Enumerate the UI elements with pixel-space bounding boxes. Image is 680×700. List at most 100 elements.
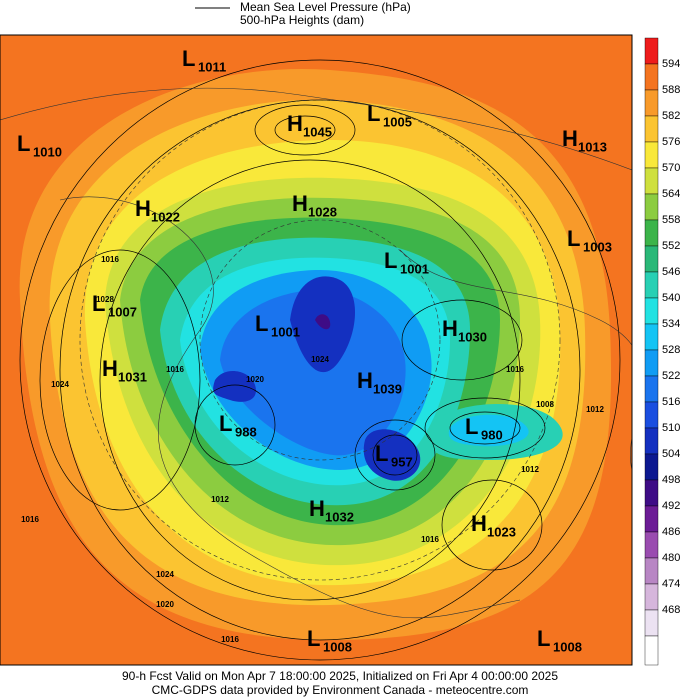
colorbar-swatch [644,583,659,611]
colorbar-tick-label: 576 [662,136,680,148]
center-value: 1001 [400,261,429,276]
colorbar-tick-label: 480 [662,552,680,564]
contour-label: 1012 [521,465,539,474]
colorbar-swatch [644,89,659,117]
center-value: 1031 [118,369,147,384]
colorbar-swatch [644,427,659,455]
center-letter: L [182,46,195,71]
center-letter: L [219,411,232,436]
colorbar-tick-label: 594 [662,58,680,70]
contour-label: 1012 [586,405,604,414]
contour-label: 1024 [156,570,174,579]
center-value: 1001 [271,324,300,339]
colorbar-tick-label: 528 [662,344,680,356]
center-letter: H [471,511,487,536]
contour-label: 1012 [211,495,229,504]
center-letter: H [442,316,458,341]
center-letter: H [309,496,325,521]
center-letter: L [255,311,268,336]
colorbar-swatch [644,167,659,195]
height-region [315,314,331,330]
contour-label: 1020 [156,600,174,609]
center-letter: H [102,356,118,381]
colorbar-swatch [644,479,659,507]
colorbar-swatch [644,63,659,91]
contour-label: 1016 [421,535,439,544]
colorbar-tick-label: 540 [662,292,680,304]
contour-label: 1024 [311,355,329,364]
colorbar-tick-label: 516 [662,396,680,408]
contour-labels: 1016 1024 1028 1016 1024 1020 1016 1012 1016 1008… [21,255,604,644]
contour-label: 1028 [96,295,114,304]
center-letter: L [537,626,550,651]
colorbar-tick-label: 534 [662,318,680,330]
center-value: 1039 [373,381,402,396]
contour-label: 1020 [246,375,264,384]
center-value: 1011 [198,59,226,74]
contour-label: 1016 [101,255,119,264]
colorbar-swatch [644,323,659,351]
center-letter: L [92,291,105,316]
center-letter: L [367,101,380,126]
legend-heights: 500-hPa Heights (dam) [240,13,364,27]
colorbar-tick-label: 486 [662,526,680,538]
center-value: 1013 [578,139,607,154]
footer-valid: 90-h Fcst Valid on Mon Apr 7 18:00:00 20… [122,669,558,683]
center-letter: H [135,196,151,221]
colorbar-tick-label: 492 [662,500,680,512]
center-letter: H [562,126,578,151]
colorbar-swatch [644,271,659,299]
colorbar-tick-label: 468 [662,604,680,616]
colorbar-swatch [644,245,659,273]
colorbar-tick-label: 510 [662,422,680,434]
center-value: 1005 [383,114,412,129]
colorbar-swatch [644,505,659,533]
map-frame [0,34,633,666]
colorbar-tick-label: 474 [662,578,680,590]
center-value: 957 [391,454,413,469]
height-region [220,290,406,456]
contour-label: 1016 [506,365,524,374]
center-letter: L [17,131,30,156]
colorbar-swatch [644,635,659,666]
height-region [448,414,529,447]
center-letter: L [567,226,580,251]
colorbar: 594 588 582 576 570 564 558 552 546 540 534 528 522 5… [644,37,680,666]
colorbar-swatch [644,453,659,481]
center-value: 1030 [458,329,487,344]
legend-pressure: Mean Sea Level Pressure (hPa) [240,0,411,14]
colorbar-tick-label: 504 [662,448,680,460]
colorbar-swatch [644,531,659,559]
center-value: 1008 [323,639,352,654]
center-value: 1007 [108,304,137,319]
colorbar-swatch [644,37,659,65]
colorbar-tick-label: 498 [662,474,680,486]
colorbar-swatch [644,557,659,585]
center-letter: H [292,191,308,216]
colorbar-tick-label: 588 [662,84,680,96]
colorbar-swatch [644,609,659,637]
center-value: 1022 [151,209,180,224]
colorbar-swatch [644,375,659,403]
center-value: 1008 [553,639,582,654]
center-value: 1023 [487,524,516,539]
center-letter: L [375,441,388,466]
center-letter: L [307,626,320,651]
colorbar-tick-label: 546 [662,266,680,278]
center-value: 1003 [583,239,612,254]
center-value: 1045 [303,124,332,139]
height-region [213,370,256,402]
center-letter: L [465,414,478,439]
footer-credit: CMC-GDPS data provided by Environment Ca… [152,683,529,697]
center-value: 1010 [33,144,62,159]
colorbar-swatch [644,141,659,169]
colorbar-swatch [644,193,659,221]
center-letter: L [384,248,397,273]
colorbar-swatch [644,115,659,143]
colorbar-swatch [644,349,659,377]
colorbar-tick-label: 570 [662,162,680,174]
colorbar-tick-label: 558 [662,214,680,226]
center-value: 980 [481,427,503,442]
